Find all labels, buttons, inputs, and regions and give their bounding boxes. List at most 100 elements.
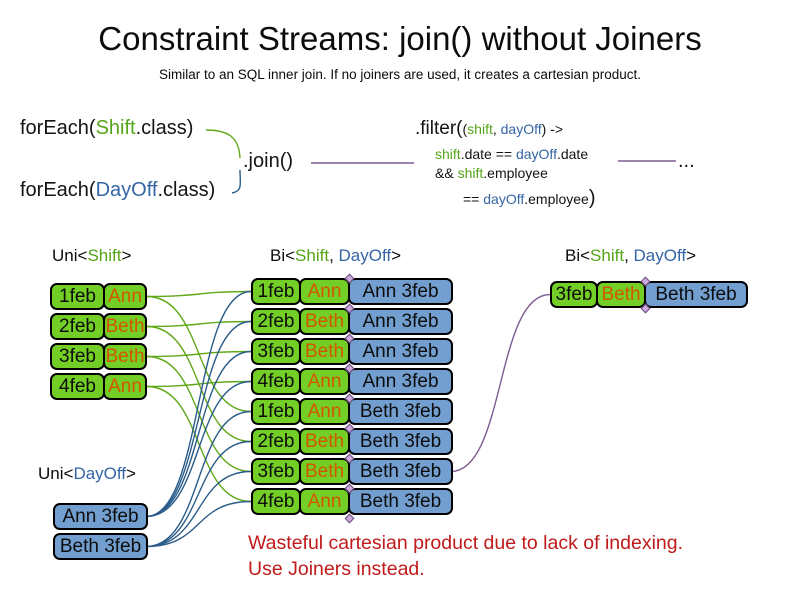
- pair-table-row: 1feb Ann Beth 3feb: [251, 398, 453, 425]
- pair-dayoff-cell: Beth 3feb: [348, 398, 453, 425]
- label-uni-shift: Uni<Shift>: [52, 246, 131, 266]
- code-foreach-dayoff: forEach(DayOff.class): [20, 179, 215, 202]
- label-bi-mid: Bi<Shift, DayOff>: [270, 246, 401, 266]
- code-text: .date ==: [460, 146, 516, 162]
- connection-line: [146, 385, 252, 503]
- connection-line: [146, 380, 252, 388]
- pair-employee-cell: Beth: [299, 428, 350, 455]
- code-filter-line2: shift.date == dayOff.date: [435, 146, 588, 162]
- code-ellipsis: ...: [678, 150, 695, 172]
- connection-line: [145, 350, 252, 518]
- label-text: >: [686, 246, 697, 265]
- code-text: .class): [135, 117, 194, 139]
- pair-table-row: 3feb Beth Ann 3feb: [251, 338, 453, 365]
- code-text: .class): [157, 179, 216, 201]
- connection-line: [146, 350, 252, 358]
- connection-line: [145, 380, 252, 518]
- code-text: .employee: [524, 191, 589, 207]
- pair-date-cell: 2feb: [251, 308, 301, 335]
- closing-paren: ): [588, 187, 596, 209]
- code-text: ==: [463, 191, 484, 207]
- dayoff-token: dayOff: [515, 146, 557, 162]
- code-join: .join(): [243, 150, 294, 172]
- dayoff-token: dayOff: [483, 191, 525, 207]
- shift-table-row: 2feb Beth: [50, 313, 147, 340]
- code-text: .date: [556, 146, 589, 162]
- connection-line: [145, 320, 252, 518]
- pair-table-row: 4feb Ann Beth 3feb: [251, 488, 453, 515]
- warning-note: Wasteful cartesian product due to lack o…: [248, 530, 683, 582]
- code-text: (: [462, 121, 468, 137]
- shift-type-token: Shift: [590, 246, 625, 265]
- pair-employee-cell: Ann: [299, 368, 350, 395]
- result-date-cell: 3feb: [550, 281, 598, 308]
- dayoff-cell: Beth 3feb: [53, 533, 148, 560]
- shift-employee-cell: Ann: [103, 283, 147, 310]
- dayoff-type-token: DayOff: [633, 246, 687, 265]
- pair-dayoff-cell: Ann 3feb: [348, 368, 453, 395]
- code-filter-line3: && shift.employee: [435, 165, 548, 181]
- result-dayoff-cell: Beth 3feb: [644, 281, 748, 308]
- connection-line: [146, 290, 252, 298]
- shift-table-row: 4feb Ann: [50, 373, 147, 400]
- pair-dayoff-cell: Ann 3feb: [348, 338, 453, 365]
- pair-dayoff-cell: Ann 3feb: [348, 308, 453, 335]
- shift-date-cell: 4feb: [50, 373, 105, 400]
- dayoff-type-token: DayOff: [338, 246, 392, 265]
- dayoff-class-token: DayOff: [95, 179, 158, 201]
- shift-table-row: 1feb Ann: [50, 283, 147, 310]
- code-text: .employee: [483, 165, 548, 181]
- pair-date-cell: 1feb: [251, 398, 301, 425]
- pair-dayoff-cell: Beth 3feb: [348, 488, 453, 515]
- filter-args: (shift, dayOff) ->: [463, 121, 564, 137]
- code-text: ) ->: [541, 121, 564, 137]
- pair-employee-cell: Beth: [299, 338, 350, 365]
- pair-date-cell: 3feb: [251, 338, 301, 365]
- shift-type-token: Shift: [87, 246, 122, 265]
- connection-line: [450, 293, 551, 473]
- pair-table-row: 1feb Ann Ann 3feb: [251, 278, 453, 305]
- page-title: Constraint Streams: join() without Joine…: [98, 20, 702, 57]
- code-text: ,: [492, 121, 501, 137]
- label-text: Uni<: [38, 464, 74, 483]
- result-employee-cell: Beth: [596, 281, 646, 308]
- label-text: Uni<: [52, 246, 88, 265]
- connection-line: [146, 355, 252, 473]
- label-text: Bi<: [270, 246, 296, 265]
- filter-head: .filter(: [415, 118, 463, 139]
- pair-date-cell: 3feb: [251, 458, 301, 485]
- code-text: forEach(: [20, 179, 96, 201]
- pair-employee-cell: Ann: [299, 398, 350, 425]
- brace-shift-line: [205, 129, 241, 159]
- dayoff-arg-token: dayOff: [500, 121, 542, 137]
- pair-dayoff-cell: Ann 3feb: [348, 278, 453, 305]
- shift-table-row: 3feb Beth: [50, 343, 147, 370]
- code-filter-line1: .filter((shift, dayOff) ->: [415, 118, 563, 140]
- pair-date-cell: 4feb: [251, 488, 301, 515]
- shift-employee-cell: Ann: [103, 373, 147, 400]
- code-text: forEach(: [20, 117, 96, 139]
- dayoff-table-row: Ann 3feb: [53, 503, 148, 530]
- shift-type-token: Shift: [295, 246, 330, 265]
- pair-employee-cell: Ann: [299, 488, 350, 515]
- pair-table-row: 3feb Beth Beth 3feb: [251, 458, 453, 485]
- pair-dayoff-cell: Beth 3feb: [348, 428, 453, 455]
- label-text: >: [121, 246, 132, 265]
- pair-date-cell: 1feb: [251, 278, 301, 305]
- shift-date-cell: 1feb: [50, 283, 105, 310]
- pair-table-row: 2feb Beth Beth 3feb: [251, 428, 453, 455]
- label-text: >: [126, 464, 136, 483]
- connection-line: [145, 290, 252, 518]
- shift-date-cell: 2feb: [50, 313, 105, 340]
- label-text: ,: [329, 246, 339, 265]
- connection-line: [145, 470, 252, 548]
- connection-line: [145, 500, 252, 548]
- dayoff-table-row: Beth 3feb: [53, 533, 148, 560]
- shift-employee-cell: Beth: [103, 343, 147, 370]
- pair-table-row: 4feb Ann Ann 3feb: [251, 368, 453, 395]
- label-uni-dayoff: Uni<DayOff>: [38, 464, 136, 484]
- code-foreach-shift: forEach(Shift.class): [20, 117, 193, 140]
- warning-note-line1: Wasteful cartesian product due to lack o…: [248, 532, 684, 554]
- pair-table-row: 2feb Beth Ann 3feb: [251, 308, 453, 335]
